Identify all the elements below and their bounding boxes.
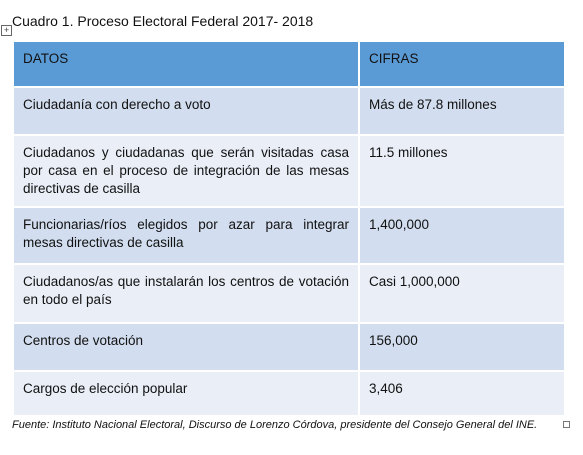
table-row: Funcionarias/ríos elegidos por azar para…	[12, 206, 566, 265]
data-table: DATOS CIFRAS Ciudadanía con derecho a vo…	[12, 40, 566, 417]
label-cell: Ciudadanos y ciudadanas que serán visita…	[12, 134, 360, 208]
value-cell: 156,000	[358, 322, 566, 372]
value-cell: 11.5 millones	[358, 134, 566, 208]
caption: Cuadro 1. Proceso Electoral Federal 2017…	[12, 13, 314, 29]
value-cell: 3,406	[358, 370, 566, 417]
table-handle[interactable]: +	[1, 25, 12, 36]
footnote: Fuente: Instituto Nacional Electoral, Di…	[12, 419, 538, 431]
label-cell: Ciudadanía con derecho a voto	[12, 86, 360, 136]
table-row: Centros de votación 156,000	[12, 322, 566, 372]
value-cell: Más de 87.8 millones	[358, 86, 566, 136]
table-row: Cargos de elección popular 3,406	[12, 370, 566, 417]
header-row: DATOS CIFRAS	[12, 40, 566, 88]
paragraph-mark	[563, 421, 570, 428]
label-cell: Cargos de elección popular	[12, 370, 360, 417]
table-row: Ciudadanía con derecho a voto Más de 87.8…	[12, 86, 566, 136]
label-cell: Ciudadanos/as que instalarán los centros…	[12, 263, 360, 324]
header-cell: CIFRAS	[358, 40, 566, 88]
label-cell: Centros de votación	[12, 322, 360, 372]
table-row: Ciudadanos y ciudadanas que serán visita…	[12, 134, 566, 208]
header-cell: DATOS	[12, 40, 360, 88]
value-cell: 1,400,000	[358, 206, 566, 265]
label-cell: Funcionarias/ríos elegidos por azar para…	[12, 206, 360, 265]
value-cell: Casi 1,000,000	[358, 263, 566, 324]
table-row: Ciudadanos/as que instalarán los centros…	[12, 263, 566, 324]
